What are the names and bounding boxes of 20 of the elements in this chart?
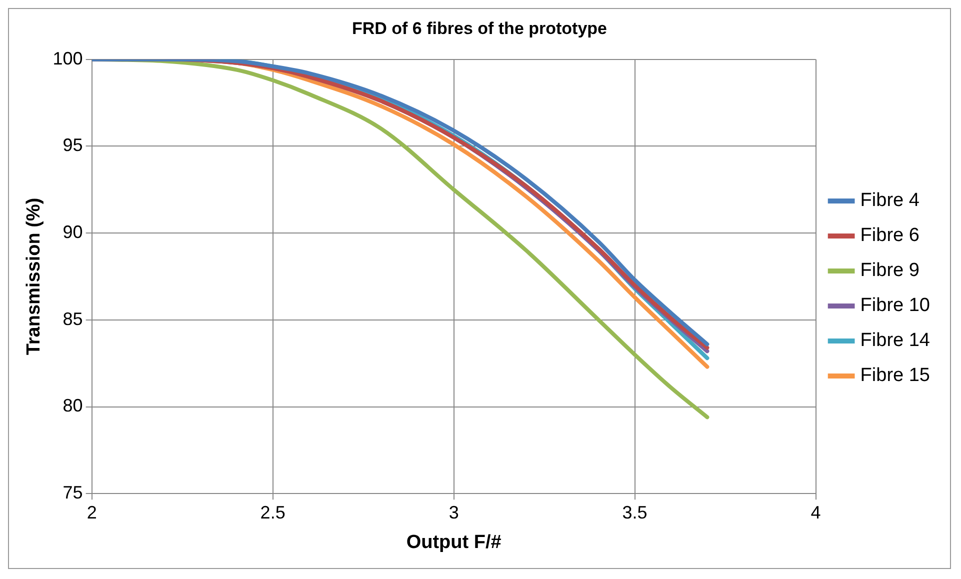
legend-label: Fibre 10 bbox=[860, 295, 930, 316]
y-tick-label: 90 bbox=[62, 222, 83, 242]
legend-label: Fibre 9 bbox=[860, 260, 920, 282]
x-axis-title: Output F/# bbox=[406, 532, 502, 553]
y-tick-label: 80 bbox=[62, 396, 83, 416]
y-tick-label: 100 bbox=[52, 48, 83, 68]
x-tick-label: 3.5 bbox=[622, 502, 648, 522]
legend-label: Fibre 6 bbox=[860, 225, 920, 246]
y-tick-label: 75 bbox=[62, 482, 83, 503]
y-axis-title: Transmission (%) bbox=[24, 198, 45, 356]
x-tick-label: 2.5 bbox=[260, 502, 286, 522]
x-tick-label: 4 bbox=[810, 502, 821, 522]
legend-label: Fibre 4 bbox=[860, 190, 920, 212]
x-tick-label: 3 bbox=[448, 502, 459, 522]
y-tick-label: 85 bbox=[62, 308, 83, 329]
x-tick-label: 2 bbox=[86, 502, 97, 522]
y-tick-label: 95 bbox=[62, 135, 83, 156]
legend-label: Fibre 14 bbox=[860, 330, 930, 352]
chart-title: FRD of 6 fibres of the prototype bbox=[352, 18, 607, 38]
legend-label: Fibre 15 bbox=[860, 365, 930, 386]
